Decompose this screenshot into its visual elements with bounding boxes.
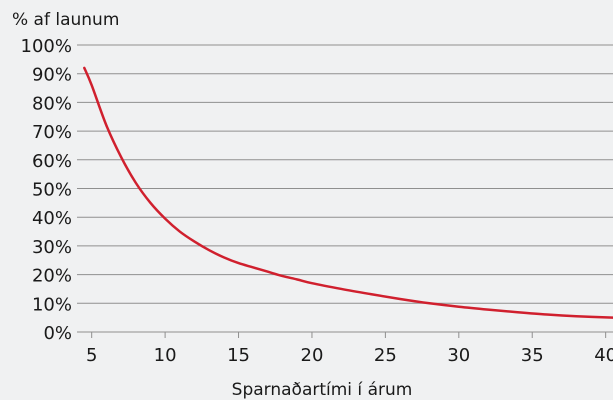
y-tick-label: 30%: [32, 237, 72, 258]
x-tick-label: 15: [227, 345, 250, 366]
x-tick-label: 30: [447, 345, 470, 366]
y-tick-label: 90%: [32, 65, 72, 86]
y-tick-label: 50%: [32, 180, 72, 201]
x-tick-label: 20: [301, 345, 324, 366]
y-tick-label: 40%: [32, 208, 72, 229]
y-tick-label: 80%: [32, 93, 72, 114]
y-tick-label: 70%: [32, 122, 72, 143]
x-tick-label: 10: [154, 345, 177, 366]
grid-lines: [77, 44, 613, 333]
x-axis-title: Sparnaðartími í árum: [232, 380, 413, 400]
x-tick-label: 40: [594, 345, 613, 366]
y-tick-label: 20%: [32, 266, 72, 287]
x-tick-label: 25: [374, 345, 397, 366]
series-line-0: [83, 66, 613, 319]
y-tick-label: 10%: [32, 294, 72, 315]
y-axis-ticks: 0% 10% 20% 30% 40% 50% 60% 70% 80% 90% 100%: [21, 36, 72, 344]
y-tick-label: 60%: [32, 151, 72, 172]
x-tick-label: 5: [86, 345, 97, 366]
x-tick-label: 35: [521, 345, 544, 366]
series-group: [83, 66, 613, 319]
y-tick-label: 0%: [43, 323, 72, 344]
y-tick-label: 100%: [21, 36, 72, 57]
x-axis-ticks: 5 10 15 20 25 30 35 40: [86, 332, 613, 366]
y-axis-title: % af launum: [12, 10, 119, 30]
